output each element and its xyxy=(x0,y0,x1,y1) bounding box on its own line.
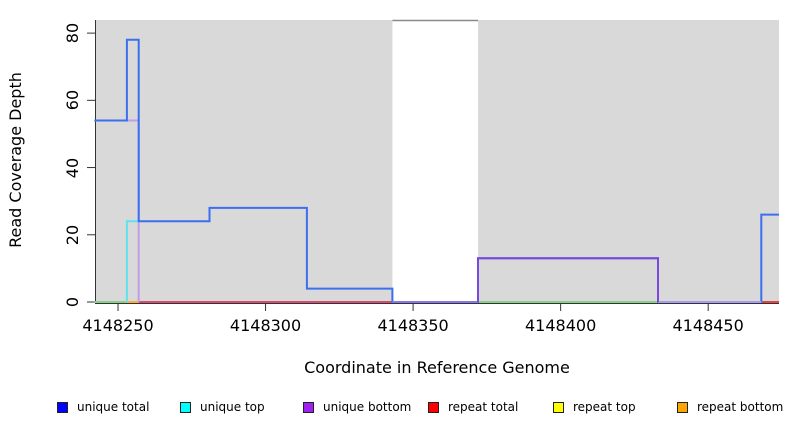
legend-label: repeat bottom xyxy=(697,400,784,414)
legend-entry-unique-total: unique total xyxy=(57,399,149,415)
x-axis-title: Coordinate in Reference Genome xyxy=(304,358,570,377)
legend-label: repeat total xyxy=(448,400,519,414)
y-axis-title: Read Coverage Depth xyxy=(6,72,25,248)
y-tick-label: 40 xyxy=(63,157,82,178)
x-tick-label: 4148400 xyxy=(524,316,597,335)
legend-swatch-unique-bottom xyxy=(303,401,314,413)
legend-swatch-repeat-bottom xyxy=(677,401,688,413)
legend-entry-unique-bottom: unique bottom xyxy=(303,399,411,415)
y-tick-label: 20 xyxy=(63,224,82,245)
legend-entry-unique-top: unique top xyxy=(180,399,265,415)
unique-top-rise xyxy=(125,220,139,302)
x-tick-label: 4148300 xyxy=(229,316,302,335)
x-tick-label: 4148250 xyxy=(82,316,154,335)
x-tick-label: 4148450 xyxy=(672,316,744,335)
legend-swatch-unique-top xyxy=(180,401,191,413)
legend-swatch-repeat-total xyxy=(428,401,439,413)
coverage-gap-band xyxy=(392,20,479,303)
legend-label: unique bottom xyxy=(323,400,412,414)
legend-label: unique total xyxy=(77,400,150,414)
y-tick-label: 80 xyxy=(63,22,82,44)
unique-bottom-left xyxy=(94,119,140,302)
y-tick-label: 60 xyxy=(63,90,82,111)
legend-entry-repeat-top: repeat top xyxy=(553,399,636,415)
legend-swatch-unique-total xyxy=(57,401,68,413)
legend-label: unique top xyxy=(200,400,265,414)
legend-swatch-repeat-top xyxy=(553,401,564,413)
legend-label: repeat top xyxy=(573,400,636,414)
x-tick-label: 4148350 xyxy=(377,316,449,335)
legend-entry-repeat-bottom: repeat bottom xyxy=(677,399,783,415)
unique-bottom-right xyxy=(477,257,659,302)
legend-entry-repeat-total: repeat total xyxy=(428,399,518,415)
